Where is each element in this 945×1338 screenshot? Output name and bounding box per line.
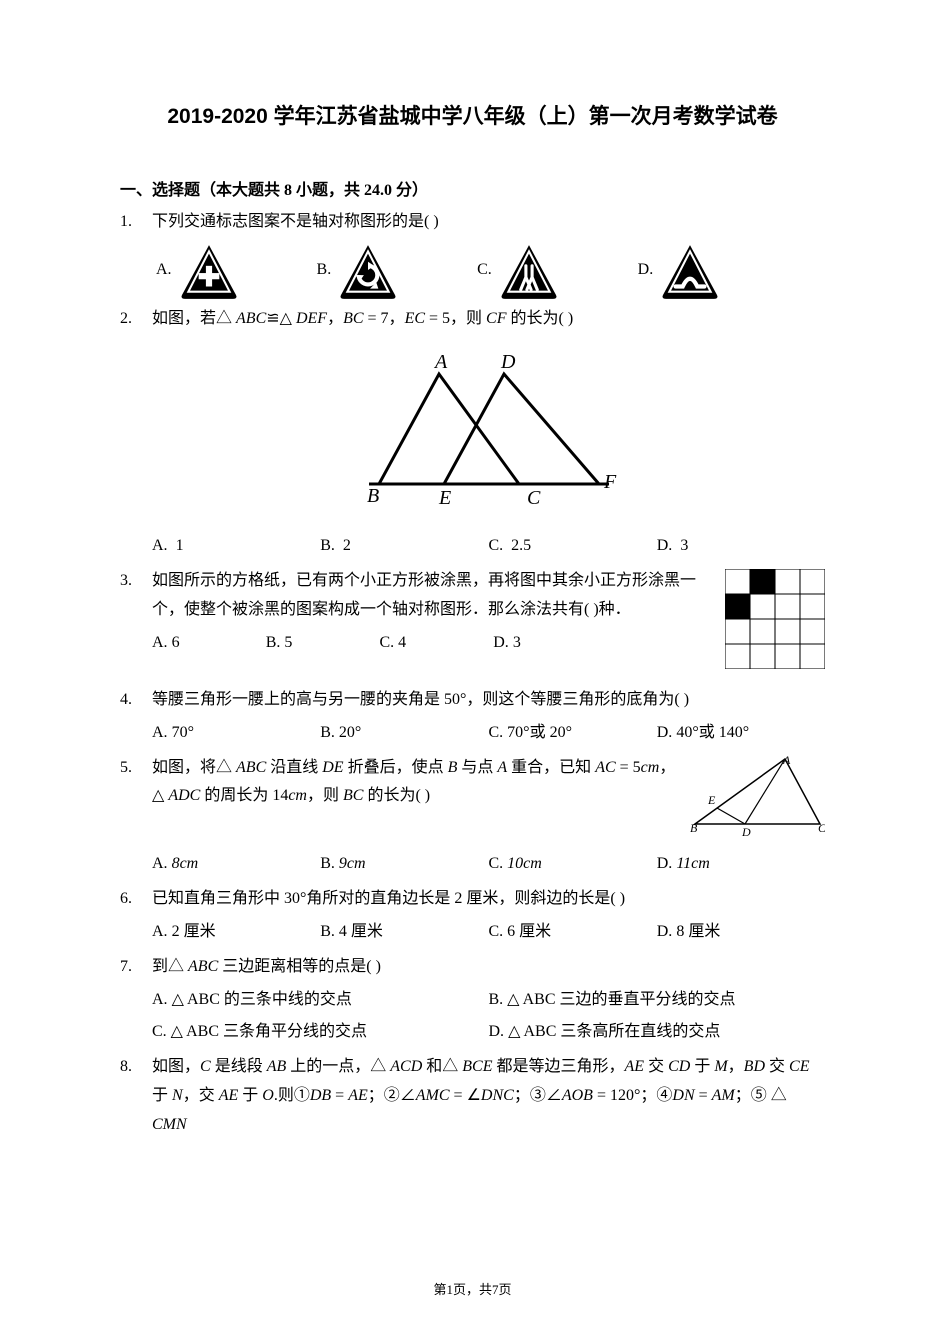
traffic-sign-cycle-icon xyxy=(337,243,399,299)
question-list: 1. 下列交通标志图案不是轴对称图形的是( ) A. B. xyxy=(120,208,825,1140)
q7-stem: 到△ ABC 三边距离相等的点是( ) xyxy=(152,953,825,982)
q3-figure xyxy=(725,569,825,680)
fig-label: D xyxy=(500,354,516,373)
fig-label: A xyxy=(433,354,448,373)
svg-text:E: E xyxy=(707,793,716,807)
fig-label: E xyxy=(438,487,451,504)
page-footer: 第1页，共7页 xyxy=(0,1279,945,1298)
q8-number: 8. xyxy=(120,1053,152,1082)
q7-options-row2: C. △ ABC 三条角平分线的交点 D. △ ABC 三条高所在直线的交点 xyxy=(152,1018,825,1047)
question-7: 7. 到△ ABC 三边距离相等的点是( ) A. △ ABC 的三条中线的交点… xyxy=(120,953,825,1047)
traffic-sign-bump-icon xyxy=(659,243,721,299)
q1-stem: 下列交通标志图案不是轴对称图形的是( ) xyxy=(152,208,825,237)
q1-opt-a-label: A. xyxy=(156,256,172,285)
q5-figure: A E B D C xyxy=(690,754,825,847)
q5-options: A. 8cm B. 9cm C. 10cm D. 11cm xyxy=(152,850,825,879)
fig-label: B xyxy=(367,485,379,504)
fig-label: C xyxy=(527,487,541,504)
question-5: 5. A E B D C 如图，将△ ABC 沿直线 DE 折叠后，使 xyxy=(120,754,825,880)
question-8: 8. 如图，C 是线段 AB 上的一点，△ ACD 和△ BCE 都是等边三角形… xyxy=(120,1053,825,1139)
page-title: 2019-2020 学年江苏省盐城中学八年级（上）第一次月考数学试卷 xyxy=(120,100,825,130)
traffic-sign-plus-icon xyxy=(178,243,240,299)
q6-number: 6. xyxy=(120,885,152,914)
question-4: 4. 等腰三角形一腰上的高与另一腰的夹角是 50°，则这个等腰三角形的底角为( … xyxy=(120,686,825,748)
svg-text:A: A xyxy=(782,754,791,767)
q8-stem: 如图，C 是线段 AB 上的一点，△ ACD 和△ BCE 都是等边三角形，AE… xyxy=(152,1053,825,1139)
q2-stem: 如图，若△ ABC≌△ DEF，BC = 7，EC = 5，则 CF 的长为( … xyxy=(152,305,825,334)
q3-options: A. 6 B. 5 C. 4 D. 3 xyxy=(152,629,717,658)
q7-options-row1: A. △ ABC 的三条中线的交点 B. △ ABC 三边的垂直平分线的交点 xyxy=(152,986,825,1015)
q1-opt-c-label: C. xyxy=(477,256,492,285)
fig-label: F xyxy=(603,471,617,493)
q1-opt-d-label: D. xyxy=(638,256,654,285)
svg-text:D: D xyxy=(741,825,751,836)
q6-options: A. 2 厘米 B. 4 厘米 C. 6 厘米 D. 8 厘米 xyxy=(152,918,825,947)
q1-options: A. B. xyxy=(152,243,825,299)
exam-page: 2019-2020 学年江苏省盐城中学八年级（上）第一次月考数学试卷 一、选择题… xyxy=(0,0,945,1338)
svg-text:C: C xyxy=(818,821,825,835)
question-1: 1. 下列交通标志图案不是轴对称图形的是( ) A. B. xyxy=(120,208,825,299)
svg-text:B: B xyxy=(690,821,698,835)
section-heading: 一、选择题（本大题共 8 小题，共 24.0 分） xyxy=(120,176,825,200)
question-6: 6. 已知直角三角形中 30°角所对的直角边长是 2 厘米，则斜边的长是( ) … xyxy=(120,885,825,947)
q2-figure: A D B E C F xyxy=(152,354,825,515)
question-2: 2. 如图，若△ ABC≌△ DEF，BC = 7，EC = 5，则 CF 的长… xyxy=(120,305,825,561)
q1-number: 1. xyxy=(120,208,152,237)
q7-number: 7. xyxy=(120,953,152,982)
q4-number: 4. xyxy=(120,686,152,715)
q1-opt-b-label: B. xyxy=(317,256,332,285)
q2-options: A. 1 B. 2 C. 2.5 D. 3 xyxy=(152,532,825,561)
traffic-sign-people-icon xyxy=(498,243,560,299)
q2-number: 2. xyxy=(120,305,152,334)
q4-options: A. 70° B. 20° C. 70°或 20° D. 40°或 140° xyxy=(152,719,825,748)
q4-stem: 等腰三角形一腰上的高与另一腰的夹角是 50°，则这个等腰三角形的底角为( ) xyxy=(152,686,825,715)
q5-number: 5. xyxy=(120,754,152,783)
question-3: 3. xyxy=(120,567,825,680)
q3-number: 3. xyxy=(120,567,152,596)
q6-stem: 已知直角三角形中 30°角所对的直角边长是 2 厘米，则斜边的长是( ) xyxy=(152,885,825,914)
